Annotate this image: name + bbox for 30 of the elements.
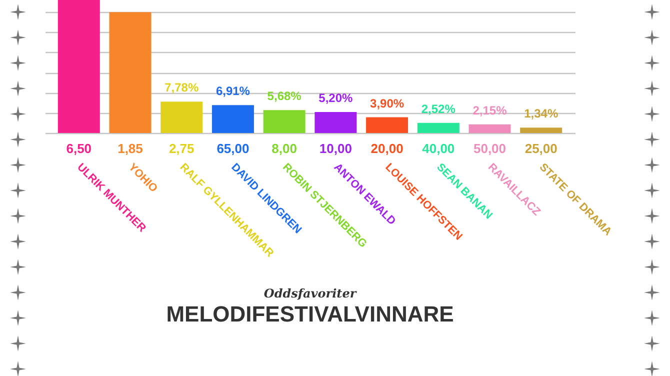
bar bbox=[58, 0, 100, 133]
annotation: 40,00 bbox=[422, 141, 455, 156]
annotation: 6,50 bbox=[66, 141, 92, 156]
bar bbox=[468, 124, 511, 133]
bar bbox=[366, 117, 408, 133]
data-label: 2,15% bbox=[472, 103, 508, 118]
bar bbox=[160, 102, 203, 133]
text: Oddsfavoriter bbox=[264, 286, 358, 300]
annotation: 65,00 bbox=[216, 141, 250, 156]
annotation: 10,00 bbox=[319, 141, 352, 156]
data-label: 1,34% bbox=[524, 106, 558, 121]
annotation: 2,75 bbox=[168, 141, 194, 156]
bar bbox=[263, 110, 306, 133]
data-label: 3,90% bbox=[370, 96, 404, 110]
annotation: 20,00 bbox=[370, 141, 404, 156]
bar bbox=[417, 122, 460, 133]
annotation: 1,85 bbox=[118, 141, 143, 156]
data-label: 5,20% bbox=[318, 91, 354, 106]
data-label: 5,68% bbox=[267, 89, 302, 104]
annotation: 25,00 bbox=[524, 141, 558, 156]
annotation: 8,00 bbox=[272, 141, 297, 156]
data-label: 7,78% bbox=[164, 80, 199, 95]
bar bbox=[109, 12, 152, 133]
bar bbox=[212, 105, 254, 133]
text: MELODIFESTIVALVINNARE bbox=[166, 301, 454, 326]
annotation: 50,00 bbox=[473, 141, 506, 156]
bar bbox=[520, 128, 562, 133]
data-label: 2,52% bbox=[421, 102, 456, 116]
data-label: 6,91% bbox=[216, 84, 250, 98]
bar bbox=[314, 112, 357, 133]
